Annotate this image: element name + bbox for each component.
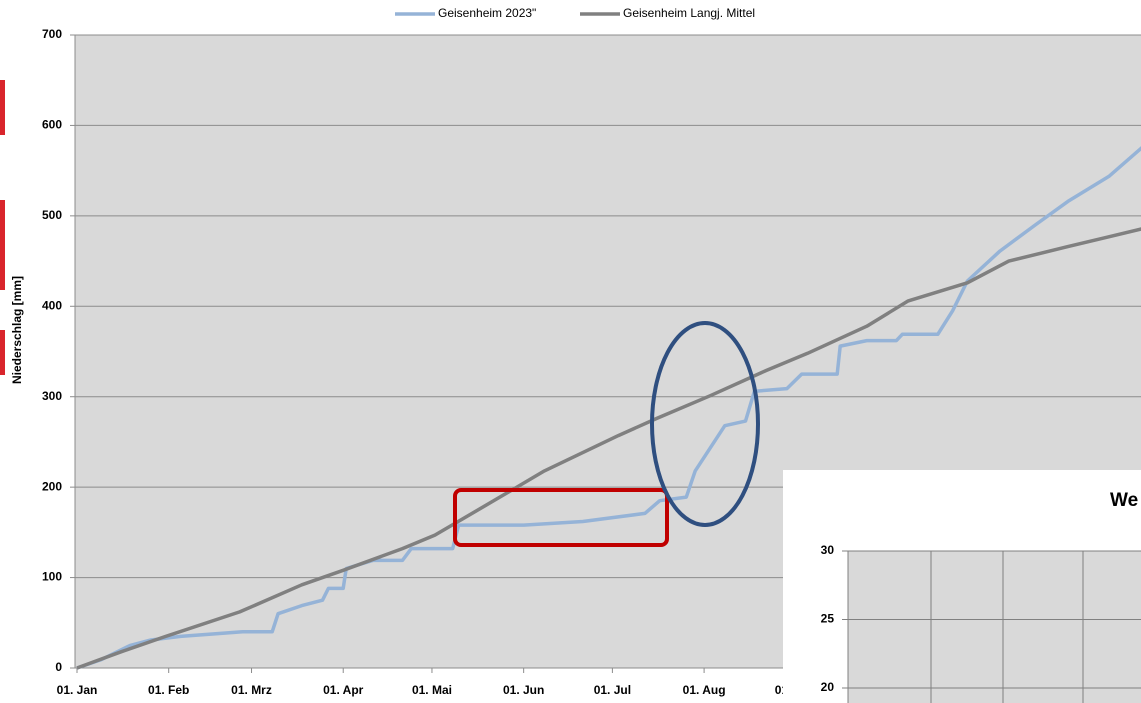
y-tick-label: 300 — [42, 389, 62, 403]
x-tick-label: 01. Apr — [323, 683, 364, 697]
y-tick-label: 600 — [42, 118, 62, 132]
y-tick-label: 700 — [42, 27, 62, 41]
series-line — [76, 227, 1141, 670]
x-tick-label: 01. Jul — [594, 683, 631, 697]
x-tick-label: 01. Jan — [57, 683, 98, 697]
legend-label: Geisenheim Langj. Mittel — [623, 6, 755, 20]
x-tick-label: 01. Jun — [503, 683, 544, 697]
highlight-ellipse — [650, 321, 760, 527]
x-tick-label: 01. Mrz — [231, 683, 272, 697]
inset-plot-area — [848, 551, 1141, 703]
y-tick-label: 200 — [42, 479, 62, 493]
x-tick-label: 01. Aug — [683, 683, 726, 697]
y-tick-label: 400 — [42, 298, 62, 312]
series-line — [76, 146, 1141, 670]
y-tick-label: 25 — [821, 612, 835, 626]
inset-title: We — [1110, 490, 1138, 511]
y-tick-label: 500 — [42, 208, 62, 222]
y-tick-label: 100 — [42, 570, 62, 584]
edge-mark — [0, 330, 5, 375]
y-tick-label: 20 — [821, 680, 835, 694]
legend-label: Geisenheim 2023" — [438, 6, 536, 20]
x-tick-label: 01. Mai — [412, 683, 452, 697]
y-tick-label: 30 — [821, 543, 835, 557]
y-tick-label: 0 — [55, 660, 62, 674]
y-axis-label: Niederschlag [mm] — [10, 276, 24, 384]
highlight-box — [453, 488, 669, 547]
x-tick-label: 01. Feb — [148, 683, 189, 697]
edge-mark — [0, 80, 5, 135]
edge-mark — [0, 200, 5, 290]
